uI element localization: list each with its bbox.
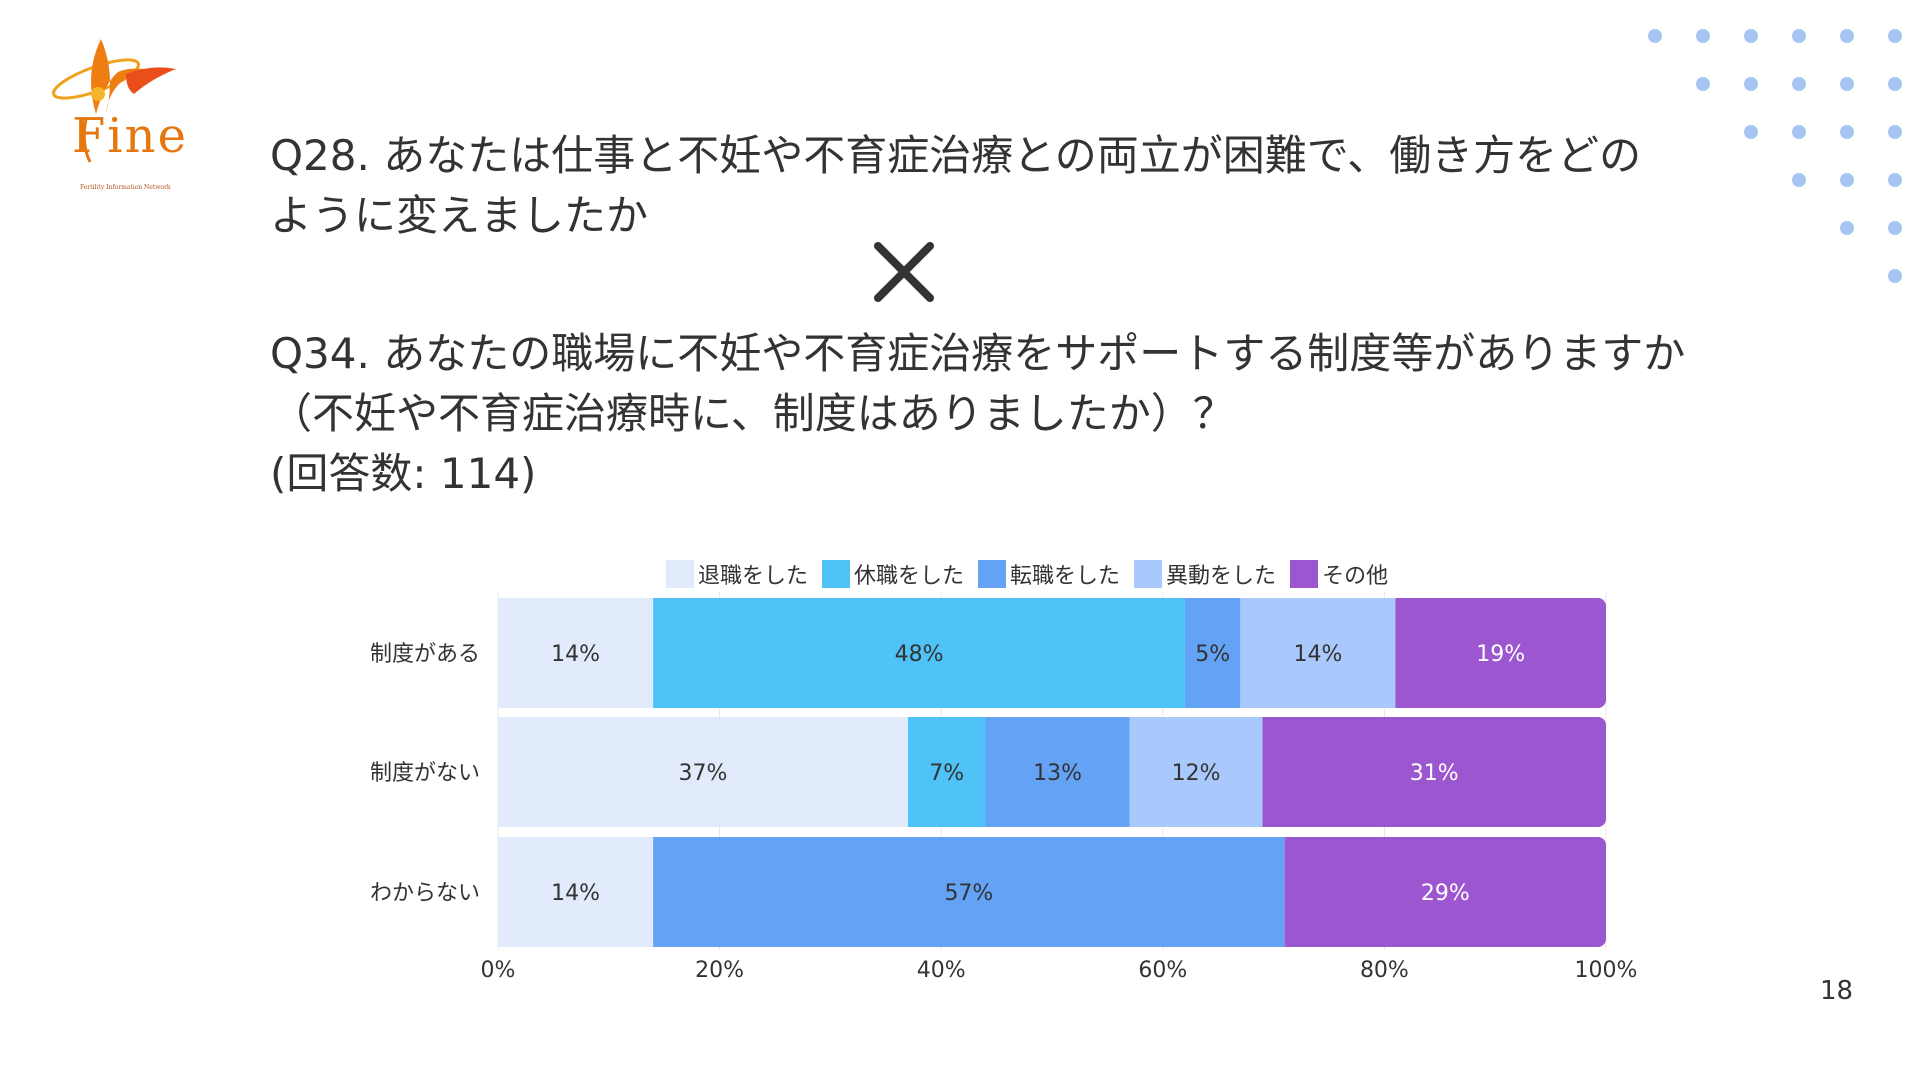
legend-label: 休職をした: [854, 564, 965, 589]
data-label: 31%: [1410, 761, 1459, 786]
legend-item: 異動をした: [1134, 558, 1276, 590]
flame-logo-icon: [52, 39, 176, 163]
data-label: 37%: [679, 761, 728, 786]
question-q34: Q34. あなたの職場に不妊や不育症治療をサポートする制度等がありますか （不妊…: [270, 324, 1700, 444]
data-label: 14%: [551, 881, 600, 906]
legend-swatch: [1290, 560, 1319, 588]
legend-label: その他: [1322, 564, 1389, 589]
category-label: 制度がない: [370, 761, 480, 786]
legend-swatch: [822, 560, 851, 588]
respondent-count: (回答数: 114): [270, 449, 537, 498]
data-label: 19%: [1476, 642, 1525, 667]
data-label: 48%: [895, 642, 944, 667]
data-label: 29%: [1421, 881, 1470, 906]
bar-segment: [653, 837, 1285, 947]
legend-label: 異動をした: [1166, 564, 1277, 589]
legend-item: 休職をした: [822, 558, 964, 590]
logo-wordmark: Fine: [72, 108, 188, 164]
bar-segment: [907, 717, 986, 827]
x-tick-label: 100%: [1575, 958, 1638, 983]
category-label: わからない: [370, 881, 480, 906]
chart-legend: 退職をした 休職をした 転職をした 異動をした その他: [666, 558, 1388, 590]
data-label: 14%: [1293, 642, 1342, 667]
bar-segment: [1184, 598, 1241, 708]
legend-swatch: [666, 560, 694, 588]
data-label: 57%: [944, 881, 993, 906]
bar-segment: [498, 837, 654, 947]
question-q34-line1: Q34. あなたの職場に不妊や不育症治療をサポートする制度等がありますか: [270, 329, 1686, 378]
x-tick-label: 80%: [1360, 958, 1409, 983]
data-label: 7%: [929, 761, 964, 786]
legend-label: 退職をした: [698, 564, 809, 589]
logo-subtitle: Fertility Information Network: [80, 184, 171, 191]
legend-item: 退職をした: [666, 558, 808, 590]
x-tick-label: 0%: [481, 958, 516, 983]
bar-row: [498, 598, 1606, 708]
bar-segment: [985, 717, 1130, 827]
page-number: 18: [1820, 976, 1854, 1006]
question-q28-line1: Q28. あなたは仕事と不妊や不育症治療との両立が困難で、働き方をどの: [270, 131, 1642, 180]
bar-segment: [1284, 837, 1606, 947]
cross-icon: [874, 242, 934, 302]
question-q34-line2: （不妊や不育症治療時に、制度はありましたか）？: [270, 389, 1235, 438]
x-tick-label: 40%: [917, 958, 966, 983]
legend-swatch: [978, 560, 1007, 588]
data-label: 14%: [551, 642, 600, 667]
data-label: 12%: [1172, 761, 1221, 786]
bar-segment: [1262, 717, 1606, 827]
x-tick-label: 20%: [695, 958, 744, 983]
bar-row: [498, 717, 1606, 827]
legend-label: 転職をした: [1010, 564, 1121, 589]
bar-segment: [653, 598, 1185, 708]
bar-row: [498, 837, 1606, 947]
x-tick-label: 60%: [1138, 958, 1187, 983]
bar-segment: [1240, 598, 1396, 708]
data-label: 13%: [1033, 761, 1082, 786]
legend-swatch: [1134, 560, 1163, 588]
bar-segment: [1395, 598, 1606, 708]
bar-segment: [498, 598, 654, 708]
question-q28-line2: ように変えましたか: [270, 191, 649, 240]
fine-logo: Fine Fertility Information Network: [26, 34, 186, 191]
legend-item: 転職をした: [978, 558, 1120, 590]
question-q28: Q28. あなたは仕事と不妊や不育症治療との両立が困難で、働き方をどの ように変…: [270, 126, 1700, 246]
category-label: 制度がある: [370, 642, 480, 667]
data-label: 5%: [1195, 642, 1230, 667]
legend-item: その他: [1290, 558, 1388, 590]
bar-segment: [498, 717, 908, 827]
bar-segment: [1129, 717, 1263, 827]
